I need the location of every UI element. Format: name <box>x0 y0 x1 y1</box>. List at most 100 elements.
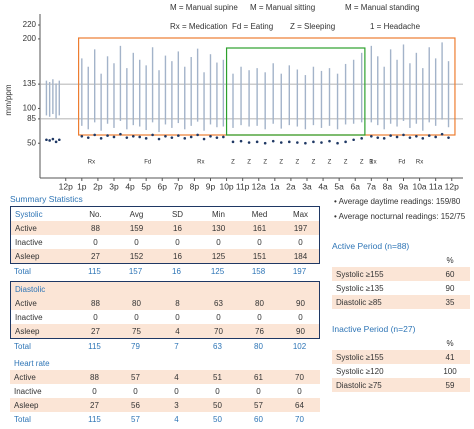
table-cell: 57 <box>131 372 140 382</box>
heart-rate-dot <box>415 134 418 138</box>
period-header: % <box>332 253 470 267</box>
table-cell: 57 <box>131 414 140 424</box>
legend-item: M = Manual standing <box>345 3 420 12</box>
section-box: Heart rate Active 88 57 4 51 61 70 Inactive 0 0 0 0 0… <box>10 356 320 412</box>
table-cell: 80 <box>132 298 141 308</box>
heart-rate-dot <box>45 138 48 142</box>
heart-rate-dot <box>263 141 267 145</box>
legend-item: M = Manual supine <box>170 3 238 12</box>
heart-rate-dot <box>344 140 347 144</box>
x-tick-label: 7p <box>174 181 184 191</box>
heart-rate-dot <box>93 133 96 137</box>
table-cell: 70 <box>214 326 223 336</box>
table-cell: 0 <box>133 386 138 396</box>
summary-title: Summary Statistics <box>10 194 83 204</box>
heart-rate-dot <box>382 137 386 140</box>
heart-rate-dot <box>434 135 437 139</box>
heart-rate-dot <box>376 136 380 139</box>
table-cell: 0 <box>134 237 139 247</box>
table-cell: Active <box>15 223 37 233</box>
table-cell: 0 <box>93 312 98 322</box>
period-title: Active Period (n=88) <box>332 241 410 251</box>
table-section: Heart rate Active 88 57 4 51 61 70 Inactive 0 0 0 0 0… <box>10 356 320 426</box>
table-cell: 27 <box>91 251 100 261</box>
event-label: Rx <box>88 160 95 166</box>
x-tick-label: 10a <box>412 181 426 191</box>
event-label: 1 <box>370 160 374 166</box>
column-header: Min <box>212 209 225 219</box>
table-cell: 80 <box>254 341 263 351</box>
table-cell: 0 <box>174 386 179 396</box>
y-tick-label: 200 <box>23 34 37 43</box>
table-cell: 184 <box>293 251 308 261</box>
x-tick-label: 12p <box>445 181 459 191</box>
table-cell: 161 <box>252 223 267 233</box>
period-table: Inactive Period (n=27)% Systolic ≥155 41 Sy… <box>332 323 470 392</box>
summary-table: Summary Statistics Systolic No. Avg SD Min Me… <box>10 193 320 429</box>
x-tick-label: 3a <box>302 181 312 191</box>
heart-rate-dot <box>408 136 412 139</box>
y-tick-label: 135 <box>23 79 37 88</box>
heart-rate-dot <box>86 136 90 139</box>
table-cell: 70 <box>295 372 304 382</box>
section-name: Heart rate <box>14 358 50 368</box>
table-cell: 16 <box>173 251 182 261</box>
x-tick-label: 11a <box>429 181 443 191</box>
heart-rate-dot <box>58 138 61 142</box>
heart-rate-dot <box>279 141 283 144</box>
table-cell: 88 <box>91 298 100 308</box>
x-tick-label: 8a <box>383 181 393 191</box>
event-label: Z <box>312 160 316 166</box>
table-cell: 60 <box>254 414 263 424</box>
table-cell: 90 <box>296 298 305 308</box>
heart-rate-dot <box>352 138 355 142</box>
table-row: Asleep 27 152 16 125 151 184 <box>11 249 319 263</box>
table-cell: 50 <box>213 400 222 410</box>
heart-rate-dot <box>395 135 399 139</box>
period-row: Diastolic ≥75 59 <box>332 378 470 392</box>
table-cell: 0 <box>134 312 139 322</box>
table-cell: 0 <box>216 237 221 247</box>
row-label: Diastolic ≥85 <box>336 297 382 307</box>
table-cell: 8 <box>175 298 180 308</box>
x-tick-label: 5a <box>334 181 344 191</box>
heart-rate-dot <box>151 133 154 137</box>
table-cell: 7 <box>174 341 179 351</box>
table-row: Total 115 157 16 125 158 197 <box>10 264 320 278</box>
average-text: Average daytime readings: 159/80 <box>338 197 461 206</box>
x-tick-label: 1a <box>270 181 280 191</box>
row-value: 90 <box>445 283 455 293</box>
event-label: Z <box>279 160 283 166</box>
table-cell: Active <box>14 372 36 382</box>
x-tick-label: 3p <box>109 181 119 191</box>
x-tick-label: 7a <box>367 181 377 191</box>
x-tick-label: 5p <box>141 181 151 191</box>
period-title: Inactive Period (n=27) <box>332 324 416 334</box>
table-cell: 64 <box>295 400 304 410</box>
x-tick-label: 2a <box>286 181 296 191</box>
heart-rate-dot <box>421 137 425 140</box>
y-axis-label: mm/ppm <box>4 84 13 115</box>
table-cell: 115 <box>88 266 101 276</box>
row-label: Diastolic ≥75 <box>336 380 382 390</box>
table-cell: 0 <box>298 237 303 247</box>
heart-rate-dot <box>328 139 331 143</box>
table-cell: 4 <box>174 372 179 382</box>
x-tick-label: 6a <box>351 181 361 191</box>
x-tick-label: 1p <box>77 181 87 191</box>
heart-rate-dot <box>447 136 450 139</box>
column-header: Avg <box>129 209 144 219</box>
table-cell: 115 <box>88 414 101 424</box>
heart-rate-dot <box>336 141 339 145</box>
y-tick-label: 220 <box>23 20 37 29</box>
table-cell: Asleep <box>15 326 40 336</box>
table-cell: 27 <box>91 326 100 336</box>
event-label: Z <box>344 160 348 166</box>
event-label: Z <box>360 160 364 166</box>
y-tick-label: 100 <box>23 104 37 113</box>
period-row: Systolic ≥155 60 <box>332 267 470 281</box>
legend-item: Z = Sleeping <box>290 22 335 31</box>
heart-rate-dot <box>209 134 212 138</box>
x-tick-label: 8p <box>190 181 200 191</box>
heart-rate-dot <box>177 134 180 137</box>
